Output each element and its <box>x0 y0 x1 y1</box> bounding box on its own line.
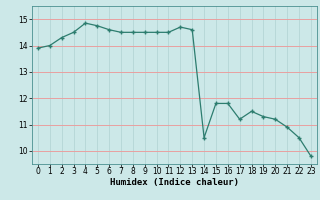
X-axis label: Humidex (Indice chaleur): Humidex (Indice chaleur) <box>110 178 239 187</box>
